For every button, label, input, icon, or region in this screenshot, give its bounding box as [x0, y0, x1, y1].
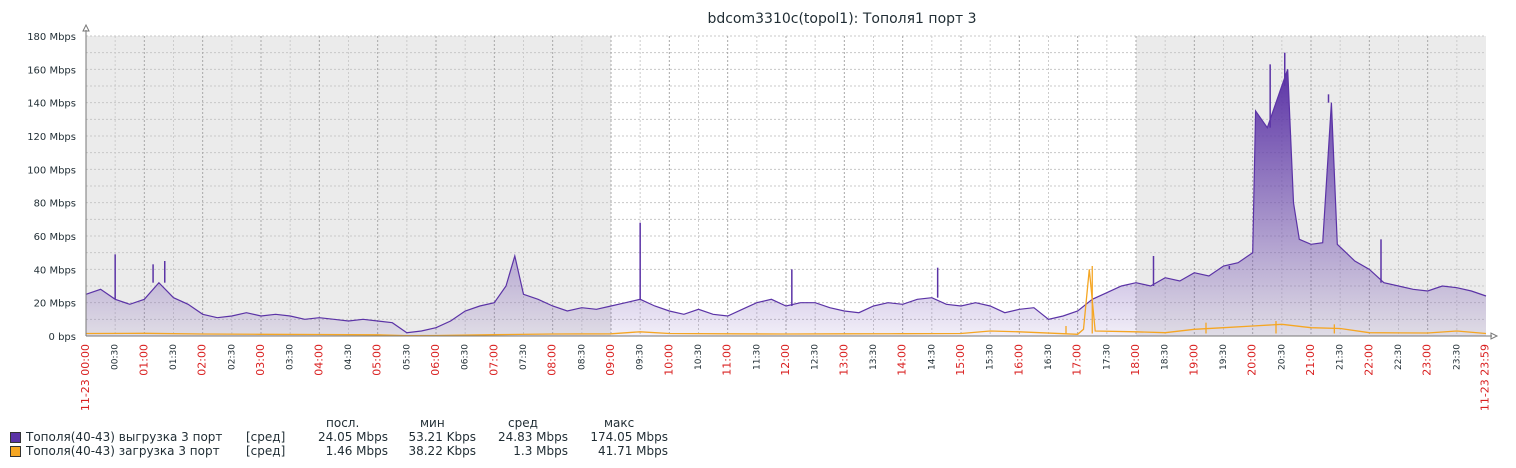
x-tick-label: 23:30	[1452, 344, 1462, 370]
legend-name-upload: Тополя(40-43) выгрузка 3 порт	[26, 430, 223, 444]
legend-min-upload: 53.21 Kbps	[408, 430, 476, 444]
x-tick-label: 00:30	[111, 344, 121, 370]
legend-min-download: 38.22 Kbps	[408, 444, 476, 458]
legend-swatch-download	[10, 446, 21, 457]
x-tick-label: 06:00	[429, 344, 442, 376]
y-tick-label: 0 bps	[49, 332, 76, 343]
x-tick-label: 04:00	[312, 344, 325, 376]
x-tick-label: 17:00	[1071, 344, 1084, 376]
x-tick-label: 05:00	[371, 344, 384, 376]
x-tick-label: 23:00	[1421, 344, 1434, 376]
x-tick-label: 16:00	[1012, 344, 1025, 376]
legend-header-min: мин	[420, 416, 445, 430]
y-axis-arrow	[82, 23, 90, 32]
x-tick-label: 21:00	[1304, 344, 1317, 376]
x-tick-label: 03:00	[254, 344, 267, 376]
x-tick-label: 08:00	[546, 344, 559, 376]
legend-max-upload: 174.05 Mbps	[590, 430, 668, 444]
y-tick-label: 60 Mbps	[34, 232, 76, 243]
y-tick-label: 120 Mbps	[27, 132, 76, 143]
x-tick-label: 02:30	[227, 344, 237, 370]
y-tick-label: 80 Mbps	[34, 199, 76, 210]
legend-row-download: Тополя(40-43) загрузка 3 порт [сред] 1.4…	[10, 444, 690, 458]
x-tick-label: 08:30	[577, 344, 587, 370]
series-upload-line	[85, 69, 1487, 334]
series-upload-area	[86, 69, 1486, 337]
x-tick-label: 21:30	[1336, 344, 1346, 370]
x-tick-label: 12:30	[811, 344, 821, 370]
x-start-label: 11-23 00:00	[79, 344, 92, 411]
x-tick-label: 11:30	[752, 344, 762, 370]
legend-row-upload: Тополя(40-43) выгрузка 3 порт [сред] 24.…	[10, 430, 690, 444]
legend-fn-upload: [сред]	[246, 430, 286, 444]
x-tick-label: 12:00	[779, 344, 792, 376]
x-tick-label: 19:00	[1187, 344, 1200, 376]
x-tick-label: 10:30	[694, 344, 704, 370]
legend-header-last: посл.	[326, 416, 360, 430]
legend-avg-upload: 24.83 Mbps	[497, 430, 568, 444]
x-tick-label: 19:30	[1219, 344, 1229, 370]
x-tick-label: 07:30	[519, 344, 529, 370]
x-tick-label: 09:30	[636, 344, 646, 370]
y-tick-label: 100 Mbps	[27, 165, 76, 176]
x-tick-label: 13:00	[837, 344, 850, 376]
x-tick-label: 17:30	[1102, 344, 1112, 370]
legend-last-upload: 24.05 Mbps	[317, 430, 388, 444]
y-tick-label: 40 Mbps	[34, 265, 76, 276]
x-tick-label: 14:00	[896, 344, 909, 376]
legend-swatch-upload	[10, 432, 21, 443]
x-tick-label: 01:30	[169, 344, 179, 370]
x-tick-label: 16:30	[1044, 344, 1054, 370]
legend: посл. мин сред макс Тополя(40-43) выгруз…	[0, 414, 700, 464]
x-tick-label: 03:30	[286, 344, 296, 370]
chart-canvas: 0 bps 20 Mbps 40 Mbps 60 Mbps 80 Mbps 100 Mbp…	[27, 11, 1499, 411]
legend-avg-download: 1.3 Mbps	[513, 444, 568, 458]
x-tick-label: 07:00	[487, 344, 500, 376]
x-tick-label: 15:30	[986, 344, 996, 370]
y-tick-label: 160 Mbps	[27, 65, 76, 76]
x-end-label: 11-23 23:59	[1478, 344, 1491, 411]
x-tick-label: 06:30	[461, 344, 471, 370]
legend-name-download: Тополя(40-43) загрузка 3 порт	[26, 444, 220, 458]
x-tick-label: 11:00	[721, 344, 734, 376]
legend-max-download: 41.71 Mbps	[597, 444, 668, 458]
x-tick-label: 10:00	[662, 344, 675, 376]
x-tick-label: 18:00	[1129, 344, 1142, 376]
x-tick-label: 09:00	[604, 344, 617, 376]
legend-fn-download: [сред]	[246, 444, 286, 458]
x-tick-label: 02:00	[196, 344, 209, 376]
legend-last-download: 1.46 Mbps	[325, 444, 388, 458]
x-tick-label: 20:30	[1277, 344, 1287, 370]
x-tick-label: 05:30	[402, 344, 412, 370]
legend-header-max: макс	[604, 416, 635, 430]
x-tick-label: 04:30	[344, 344, 354, 370]
x-tick-label: 14:30	[927, 344, 937, 370]
x-tick-label: 22:00	[1362, 344, 1375, 376]
x-tick-label: 13:30	[869, 344, 879, 370]
x-axis-arrow	[1490, 332, 1499, 340]
x-tick-label: 01:00	[137, 344, 150, 376]
chart-title: bdcom3310c(topol1): Тополя1 порт 3	[707, 11, 976, 27]
y-tick-label: 20 Mbps	[34, 299, 76, 310]
x-tick-label: 18:30	[1161, 344, 1171, 370]
x-tick-label: 22:30	[1394, 344, 1404, 370]
y-tick-label: 140 Mbps	[27, 99, 76, 110]
y-tick-label: 180 Mbps	[27, 32, 76, 43]
x-tick-label: 20:00	[1246, 344, 1259, 376]
legend-header-avg: сред	[508, 416, 538, 430]
x-tick-label: 15:00	[954, 344, 967, 376]
